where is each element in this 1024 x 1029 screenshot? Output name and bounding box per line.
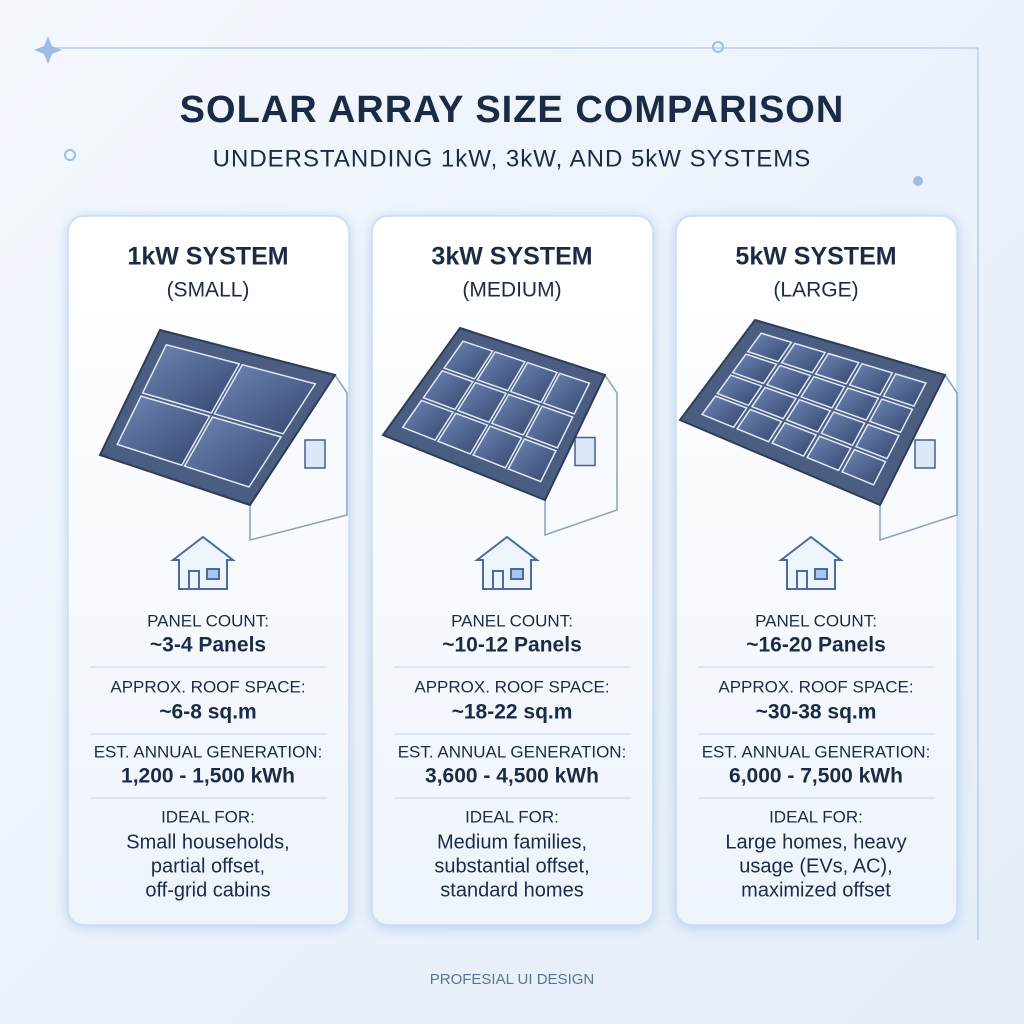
sparkle [34,36,62,64]
ideal-line: maximized offset [741,879,891,901]
title: SOLAR ARRAY SIZE COMPARISON [180,89,845,131]
solar-panel [780,342,827,374]
dot [712,41,724,53]
stat-label: EST. ANNUAL GENERATION: [398,742,627,761]
ideal-line: Medium families, [437,831,587,853]
card-title: 5kW SYSTEM [735,243,896,271]
house-window [510,568,524,580]
stat-value: ~18-22 sq.m [452,701,573,724]
footer: PROFESIAL UI DESIGN [430,971,594,988]
solar-panel [750,386,798,420]
solar-panel [731,353,778,385]
dot [64,149,76,161]
solar-panel [422,369,475,411]
solar-panel [716,374,763,407]
solar-panel [854,423,900,460]
solar-panel [524,405,574,449]
solar-panel [183,416,283,488]
house-window [206,568,220,580]
house-door [796,570,808,590]
window [914,439,936,469]
solar-panel [141,343,241,414]
solar-panel [542,372,591,415]
stat-label: PANEL COUNT: [451,611,573,630]
solar-panel [507,438,557,483]
stat-label: APPROX. ROOF SPACE: [718,677,913,696]
solar-panel [820,411,866,447]
solar-panel [735,408,783,443]
stat-value: 6,000 - 7,500 kWh [729,765,903,788]
stat-label: APPROX. ROOF SPACE: [414,677,609,696]
house-door [188,570,200,590]
solar-panel [841,448,887,486]
ideal-line: off-grid cabins [145,879,270,901]
ideal-label: IDEAL FOR: [769,807,863,826]
solar-panel [472,425,523,469]
stat-value: ~30-38 sq.m [756,701,877,724]
solar-panel [456,381,508,424]
solar-panel [490,393,541,436]
ideal-line: standard homes [440,879,583,901]
solar-panel [700,395,748,429]
solar-panel [509,361,559,404]
ideal-line: Small households, [126,831,289,853]
solar-panel [814,352,860,385]
solar-panel [765,364,812,397]
solar-panel [442,340,494,380]
stat-value: ~10-12 Panels [442,634,582,657]
card-subtitle: (MEDIUM) [462,279,561,302]
card-subtitle: (LARGE) [773,279,858,302]
dot [913,176,923,186]
subtitle: UNDERSTANDING 1kW, 3kW, AND 5kW SYSTEMS [213,145,812,172]
stat-label: EST. ANNUAL GENERATION: [94,742,323,761]
solar-panel [834,386,880,422]
ideal-line: usage (EVs, AC), [739,855,892,877]
ideal-label: IDEAL FOR: [161,807,255,826]
solar-panel [868,398,914,434]
solar-panel [770,421,818,458]
stat-label: EST. ANNUAL GENERATION: [702,742,931,761]
stat-value: ~16-20 Panels [746,634,886,657]
solar-panel [882,373,927,408]
solar-panel [116,395,211,467]
ideal-line: partial offset, [151,855,265,877]
ideal-label: IDEAL FOR: [465,807,559,826]
house-window [814,568,828,580]
window [304,439,326,469]
ideal-line: substantial offset, [434,855,589,877]
stat-label: PANEL COUNT: [755,611,877,630]
solar-panel [213,363,317,435]
window [574,436,596,467]
stat-value: ~3-4 Panels [150,634,266,657]
card-subtitle: (SMALL) [167,279,250,302]
card-title: 1kW SYSTEM [127,243,288,271]
solar-panel [848,362,894,396]
stat-label: PANEL COUNT: [147,611,269,630]
stat-label: APPROX. ROOF SPACE: [110,677,305,696]
solar-panel [746,332,793,363]
stat-value: 1,200 - 1,500 kWh [121,765,295,788]
frame-line [40,47,979,940]
solar-panel [476,351,527,392]
card-title: 3kW SYSTEM [431,243,592,271]
solar-panel [436,412,489,455]
solar-panel [785,398,832,433]
stat-value: 3,600 - 4,500 kWh [425,765,599,788]
stat-value: ~6-8 sq.m [159,701,256,724]
solar-panel [806,435,852,472]
solar-panel [401,399,455,442]
solar-panel [799,375,846,409]
house-door [492,570,504,590]
ideal-line: Large homes, heavy [725,831,906,853]
